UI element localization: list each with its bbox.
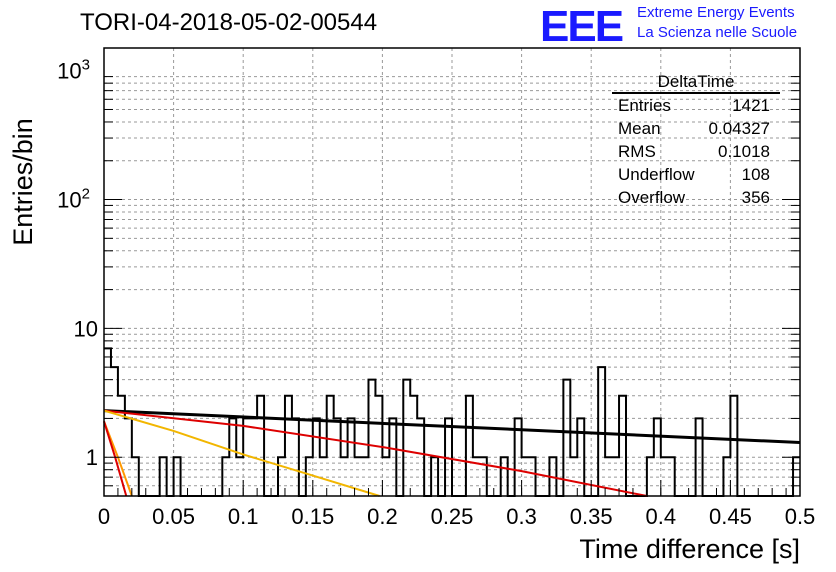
fit-curve-0 — [103, 409, 801, 445]
x-tick-label: 0 — [98, 504, 110, 529]
stats-value: 0.1018 — [718, 142, 770, 161]
stats-label: Mean — [618, 119, 661, 138]
x-tick-label: 0.2 — [367, 504, 398, 529]
stats-row-overflow: Overflow 356 — [612, 188, 780, 211]
stats-label: Underflow — [618, 165, 695, 184]
fit-curve-4 — [103, 421, 128, 497]
y-axis-label: Entries/bin — [8, 118, 38, 246]
eee-logo: EEE — [540, 2, 624, 51]
stats-label: Entries — [618, 96, 671, 115]
x-tick-label: 0.15 — [291, 504, 334, 529]
y-tick-label: 10 — [74, 316, 98, 341]
logo-line-2: La Scienza nelle Scuole — [637, 24, 798, 41]
y-tick-label: 103 — [57, 57, 90, 84]
logo-line-1: Extreme Energy Events — [637, 4, 795, 21]
stats-row-rms: RMS 0.1018 — [612, 142, 780, 165]
stats-value: 356 — [741, 188, 770, 207]
x-axis-label: Time difference [s] — [579, 534, 800, 564]
axis-ticks: 0 0.05 0.1 0.15 0.2 0.25 0.3 0.35 0.4 0.45 0.5 1 10 1… — [57, 57, 815, 529]
x-tick-label: 0.1 — [228, 504, 259, 529]
x-tick-label: 0.5 — [785, 504, 816, 529]
stats-value: 0.04327 — [708, 119, 770, 138]
x-tick-label: 0.25 — [431, 504, 474, 529]
x-tick-label: 0.35 — [570, 504, 613, 529]
fit-curve-2 — [103, 409, 380, 497]
x-tick-label: 0.4 — [646, 504, 677, 529]
stats-row-mean: Mean 0.04327 — [612, 119, 780, 142]
y-tick-label: 1 — [86, 445, 98, 470]
chart-title: TORI-04-2018-05-02-00544 — [80, 9, 378, 36]
histogram — [104, 347, 800, 497]
stats-title: DeltaTime — [612, 72, 780, 94]
stats-value: 1421 — [732, 96, 770, 115]
y-tick-label: 102 — [57, 186, 90, 213]
stats-label: RMS — [618, 142, 656, 161]
x-tick-label: 0.3 — [506, 504, 537, 529]
stats-box: DeltaTime Entries 1421 Mean 0.04327 RMS 0.1… — [612, 72, 780, 211]
histogram-steps — [104, 347, 800, 497]
stats-row-underflow: Underflow 108 — [612, 165, 780, 188]
fit-curve-1 — [103, 409, 648, 497]
x-tick-label: 0.05 — [152, 504, 195, 529]
stats-row-entries: Entries 1421 — [612, 96, 780, 119]
x-tick-label: 0.45 — [709, 504, 752, 529]
stats-value: 108 — [741, 165, 770, 184]
stats-label: Overflow — [618, 188, 686, 207]
